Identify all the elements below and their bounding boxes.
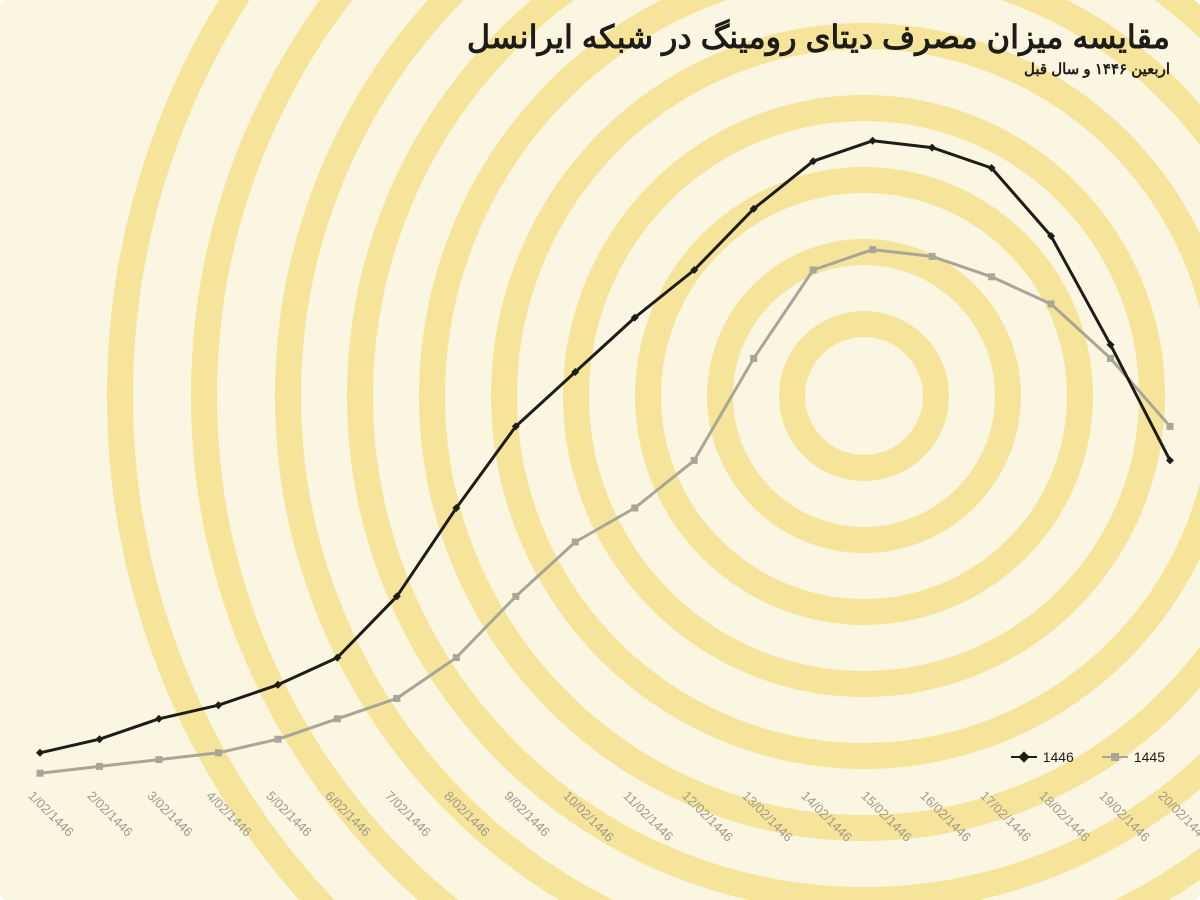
x-axis-label: 8/02/1446 — [442, 788, 494, 840]
series-marker — [691, 457, 698, 464]
series-marker — [631, 505, 638, 512]
series-marker — [750, 355, 757, 362]
diamond-icon — [1018, 751, 1029, 762]
series-marker — [334, 715, 341, 722]
x-axis-label: 15/02/1446 — [858, 788, 915, 845]
series-marker — [988, 273, 995, 280]
x-axis-labels: 1/02/14462/02/14463/02/14464/02/14465/02… — [40, 780, 1170, 900]
x-axis-label: 5/02/1446 — [263, 788, 315, 840]
x-axis-label: 10/02/1446 — [561, 788, 618, 845]
x-axis-label: 2/02/1446 — [85, 788, 137, 840]
legend-swatch — [1102, 756, 1128, 758]
x-axis-label: 4/02/1446 — [204, 788, 256, 840]
series-marker — [1048, 301, 1055, 308]
x-axis-label: 7/02/1446 — [382, 788, 434, 840]
series-line — [40, 250, 1170, 774]
x-axis-label: 16/02/1446 — [917, 788, 974, 845]
series-line — [40, 141, 1170, 753]
series-marker — [214, 701, 222, 709]
series-marker — [1107, 355, 1114, 362]
series-marker — [869, 137, 877, 145]
legend: 1446 1445 — [1011, 749, 1165, 765]
x-axis-label: 6/02/1446 — [323, 788, 375, 840]
x-axis-label: 12/02/1446 — [680, 788, 737, 845]
x-axis-label: 19/02/1446 — [1096, 788, 1153, 845]
x-axis-label: 18/02/1446 — [1036, 788, 1093, 845]
series-marker — [810, 267, 817, 274]
series-marker — [572, 539, 579, 546]
series-marker — [215, 749, 222, 756]
legend-swatch — [1011, 756, 1037, 758]
chart-subtitle: اربعین ۱۴۴۶ و سال قبل — [467, 60, 1170, 78]
series-marker — [1167, 423, 1174, 430]
chart-container: مقایسه میزان مصرف دیتای رومینگ در شبکه ا… — [0, 0, 1200, 900]
series-marker — [928, 144, 936, 152]
plot-area — [40, 100, 1170, 780]
series-marker — [512, 593, 519, 600]
x-axis-label: 9/02/1446 — [501, 788, 553, 840]
chart-title-block: مقایسه میزان مصرف دیتای رومینگ در شبکه ا… — [467, 18, 1170, 78]
series-marker — [393, 695, 400, 702]
x-axis-label: 14/02/1446 — [799, 788, 856, 845]
series-marker — [274, 736, 281, 743]
x-axis-label: 17/02/1446 — [977, 788, 1034, 845]
x-axis-label: 11/02/1446 — [620, 788, 676, 844]
series-marker — [453, 654, 460, 661]
series-marker — [155, 756, 162, 763]
series-marker — [869, 246, 876, 253]
chart-title: مقایسه میزان مصرف دیتای رومینگ در شبکه ا… — [467, 18, 1170, 56]
x-axis-label: 3/02/1446 — [144, 788, 196, 840]
line-chart-svg — [40, 100, 1170, 780]
series-marker — [96, 763, 103, 770]
legend-label: 1445 — [1134, 749, 1165, 765]
x-axis-label: 13/02/1446 — [739, 788, 796, 845]
legend-item: 1445 — [1102, 749, 1165, 765]
series-marker — [155, 715, 163, 723]
series-marker — [37, 770, 44, 777]
series-marker — [929, 253, 936, 260]
square-icon — [1111, 753, 1119, 761]
legend-item: 1446 — [1011, 749, 1074, 765]
legend-label: 1446 — [1043, 749, 1074, 765]
series-marker — [95, 735, 103, 743]
